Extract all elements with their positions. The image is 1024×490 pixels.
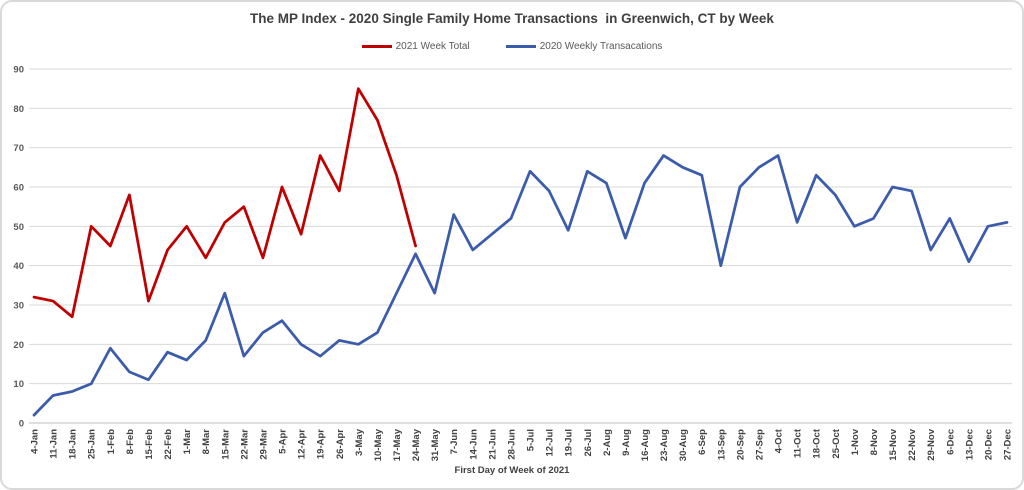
x-tick-label: 24-May	[411, 428, 422, 461]
x-tick-label: 1-Feb	[106, 429, 117, 455]
x-tick-label: 27-Sep	[754, 429, 765, 460]
legend-item-2021-week-total: 2021 Week Total	[361, 40, 470, 52]
x-tick-label: 10-May	[373, 428, 384, 461]
x-tick-label: 29-Nov	[926, 428, 937, 460]
x-tick-label: 17-May	[392, 428, 403, 461]
legend-label: 2020 Weekly Transacations	[539, 40, 663, 52]
x-tick-label: 13-Dec	[964, 429, 975, 460]
y-tick-label: 90	[13, 65, 24, 76]
x-tick-label: 15-Feb	[144, 429, 155, 460]
y-tick-label: 50	[13, 222, 24, 233]
x-tick-label: 22-Mar	[239, 429, 250, 460]
x-tick-label: 5-Apr	[278, 429, 289, 454]
x-tick-label: 5-Jul	[526, 429, 537, 451]
y-tick-label: 20	[13, 340, 24, 351]
x-tick-label: 14-Jun	[468, 429, 479, 460]
chart-title: The MP Index - 2020 Single Family Home T…	[250, 11, 774, 26]
x-axis-title: First Day of Week of 2021	[454, 465, 570, 476]
x-tick-label: 18-Jan	[68, 429, 79, 459]
x-tick-label: 3-May	[354, 428, 365, 456]
x-tick-label: 8-Nov	[869, 428, 880, 455]
legend-line-swatch-blue	[505, 44, 536, 48]
x-tick-label: 31-May	[430, 428, 441, 461]
x-tick-label: 8-Feb	[125, 429, 136, 455]
x-tick-label: 2-Aug	[602, 429, 613, 456]
x-tick-label: 1-Nov	[850, 428, 861, 455]
y-tick-label: 70	[13, 143, 24, 154]
x-tick-label: 11-Oct	[793, 428, 804, 458]
x-tick-label: 22-Nov	[907, 428, 918, 460]
x-tick-label: 16-Aug	[640, 429, 651, 461]
x-tick-label: 13-Sep	[716, 429, 727, 460]
x-tick-label: 6-Dec	[945, 429, 956, 455]
legend: 2021 Week Total 2020 Weekly Transacation…	[2, 39, 1022, 53]
y-tick-label: 80	[13, 104, 24, 115]
x-tick-label: 20-Sep	[735, 429, 746, 460]
x-tick-label: 23-Aug	[659, 429, 670, 461]
legend-label: 2021 Week Total	[395, 40, 470, 52]
x-tick-label: 12-Apr	[297, 429, 308, 459]
y-tick-label: 40	[13, 261, 24, 272]
x-tick-label: 19-Apr	[316, 429, 327, 459]
x-tick-label: 1-Mar	[182, 429, 193, 455]
x-tick-label: 12-Jul	[545, 429, 556, 456]
x-tick-label: 26-Jul	[583, 429, 594, 456]
y-tick-label: 0	[19, 419, 24, 430]
x-tick-label: 26-Apr	[335, 429, 346, 459]
series-line-2020-weekly-transactions	[32, 154, 1009, 417]
x-tick-label: 30-Aug	[678, 429, 689, 461]
x-tick-label: 4-Jan	[30, 429, 41, 454]
x-tick-label: 11-Jan	[49, 429, 60, 459]
x-tick-label: 29-Mar	[258, 429, 269, 460]
x-tick-label: 27-Dec	[1003, 429, 1014, 460]
y-tick-label: 30	[13, 301, 24, 312]
x-tick-label: 25-Oct	[831, 428, 842, 458]
x-tick-label: 9-Aug	[621, 429, 632, 456]
x-tick-label: 6-Sep	[697, 429, 708, 455]
y-tick-label: 60	[13, 183, 24, 194]
x-tick-label: 15-Mar	[220, 429, 231, 460]
series-line-2021-week-total	[32, 87, 417, 319]
legend-item-2020-weekly-transactions: 2020 Weekly Transacations	[505, 40, 663, 52]
x-tick-label: 18-Oct	[812, 428, 823, 458]
x-tick-label: 25-Jan	[87, 429, 98, 459]
x-tick-label: 28-Jun	[506, 429, 517, 460]
x-tick-label: 21-Jun	[487, 429, 498, 460]
y-tick-label: 10	[13, 379, 24, 390]
x-tick-label: 4-Oct	[774, 428, 785, 453]
x-tick-label: 7-Jun	[449, 429, 460, 455]
x-tick-label: 15-Nov	[888, 428, 899, 460]
x-tick-label: 22-Feb	[163, 429, 174, 460]
x-tick-label: 19-Jul	[564, 429, 575, 456]
legend-line-swatch-red	[361, 44, 392, 48]
x-tick-label: 8-Mar	[201, 429, 212, 455]
x-tick-label: 20-Dec	[983, 429, 994, 460]
